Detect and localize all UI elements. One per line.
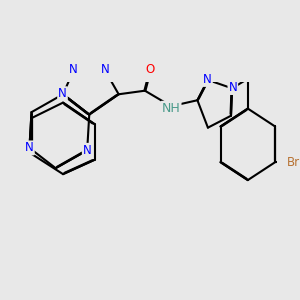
Text: Br: Br <box>286 156 300 169</box>
Text: N: N <box>203 73 212 86</box>
Text: N: N <box>229 81 237 94</box>
Text: N: N <box>25 141 34 154</box>
Text: NH: NH <box>162 102 181 115</box>
Text: N: N <box>101 63 110 76</box>
Text: N: N <box>83 144 92 157</box>
Text: N: N <box>69 63 77 76</box>
Text: O: O <box>146 63 155 76</box>
Text: N: N <box>58 87 67 100</box>
